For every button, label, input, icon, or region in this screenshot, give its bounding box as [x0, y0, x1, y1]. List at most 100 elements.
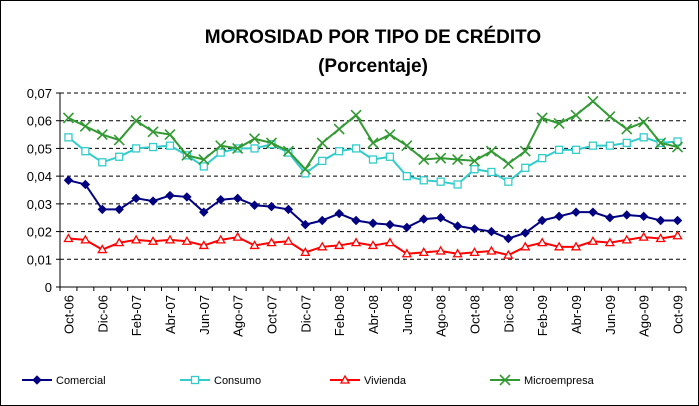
- point: [520, 241, 531, 251]
- point: [199, 207, 209, 217]
- point: [536, 112, 548, 124]
- point: [81, 147, 90, 156]
- point: [384, 237, 396, 247]
- point: [131, 193, 141, 204]
- point: [232, 231, 243, 241]
- point: [249, 240, 260, 250]
- x-tick-label: Oct-06: [61, 295, 76, 334]
- point: [215, 234, 226, 244]
- point: [435, 213, 446, 223]
- point: [468, 155, 481, 167]
- point: [266, 237, 277, 247]
- point: [181, 149, 193, 161]
- x-tick-label: Ago-07: [231, 295, 246, 337]
- point: [63, 233, 74, 243]
- point: [402, 222, 412, 233]
- point: [655, 215, 666, 226]
- point: [671, 141, 684, 153]
- point: [622, 138, 631, 148]
- point: [604, 237, 615, 247]
- point: [469, 247, 480, 257]
- point: [334, 240, 345, 250]
- point: [554, 211, 564, 222]
- point: [638, 231, 649, 241]
- point: [198, 240, 209, 250]
- point: [469, 224, 480, 234]
- point: [502, 158, 514, 170]
- point: [418, 153, 430, 166]
- point: [588, 207, 598, 217]
- point: [587, 235, 599, 245]
- point: [621, 123, 633, 135]
- point: [385, 152, 395, 161]
- point: [147, 235, 159, 245]
- point: [199, 162, 208, 171]
- point: [367, 137, 379, 149]
- legend-label: Consumo: [214, 375, 261, 387]
- point: [402, 171, 411, 181]
- y-tick-label: 0,03: [27, 197, 52, 212]
- point: [131, 234, 142, 244]
- point: [113, 134, 125, 146]
- point: [351, 215, 361, 226]
- x-tick-label: Dic-06: [95, 295, 110, 333]
- point: [554, 145, 564, 154]
- point: [638, 211, 649, 222]
- point: [401, 248, 412, 258]
- point: [587, 95, 599, 107]
- point: [181, 235, 193, 245]
- legend-marker: [499, 374, 511, 386]
- point: [300, 219, 311, 230]
- point: [148, 196, 158, 206]
- x-tick-label: Dic-08: [501, 295, 516, 333]
- point: [486, 245, 497, 255]
- x-tick-label: Abr-07: [163, 295, 178, 334]
- point: [333, 123, 345, 135]
- point: [452, 153, 464, 166]
- point: [639, 133, 648, 142]
- point: [367, 240, 379, 250]
- point: [318, 156, 327, 166]
- point: [148, 142, 158, 152]
- point: [521, 163, 530, 172]
- x-tick-label: Oct-07: [264, 295, 279, 334]
- point: [97, 204, 108, 215]
- legend-marker: [339, 374, 351, 384]
- point: [299, 163, 311, 175]
- point: [672, 230, 683, 240]
- point: [317, 241, 328, 251]
- point: [98, 158, 107, 167]
- point: [232, 142, 244, 154]
- point: [419, 214, 429, 224]
- point: [249, 200, 260, 210]
- point: [334, 208, 344, 219]
- x-tick-label: Ago-09: [637, 295, 652, 337]
- y-tick-label: 0,06: [27, 114, 52, 129]
- legend-label: Comercial: [56, 375, 106, 387]
- point: [164, 234, 176, 244]
- point: [265, 137, 278, 149]
- point: [335, 147, 344, 156]
- point: [62, 112, 75, 124]
- x-tick-label: Jun-08: [400, 295, 415, 335]
- point: [283, 235, 294, 245]
- point: [538, 153, 547, 163]
- point: [97, 244, 108, 254]
- x-tick-label: Jun-07: [197, 295, 212, 335]
- point: [503, 233, 514, 244]
- point: [553, 117, 565, 130]
- point: [570, 109, 582, 121]
- y-tick-label: 0: [45, 280, 52, 295]
- point: [316, 137, 328, 149]
- x-tick-label: Oct-08: [468, 295, 483, 334]
- legend-marker: [32, 375, 42, 385]
- x-tick-label: Feb-08: [332, 295, 347, 336]
- point: [452, 248, 463, 258]
- point: [282, 145, 294, 157]
- point: [182, 192, 192, 202]
- point: [216, 194, 226, 205]
- point: [470, 165, 479, 174]
- point: [114, 237, 125, 247]
- point: [519, 145, 531, 157]
